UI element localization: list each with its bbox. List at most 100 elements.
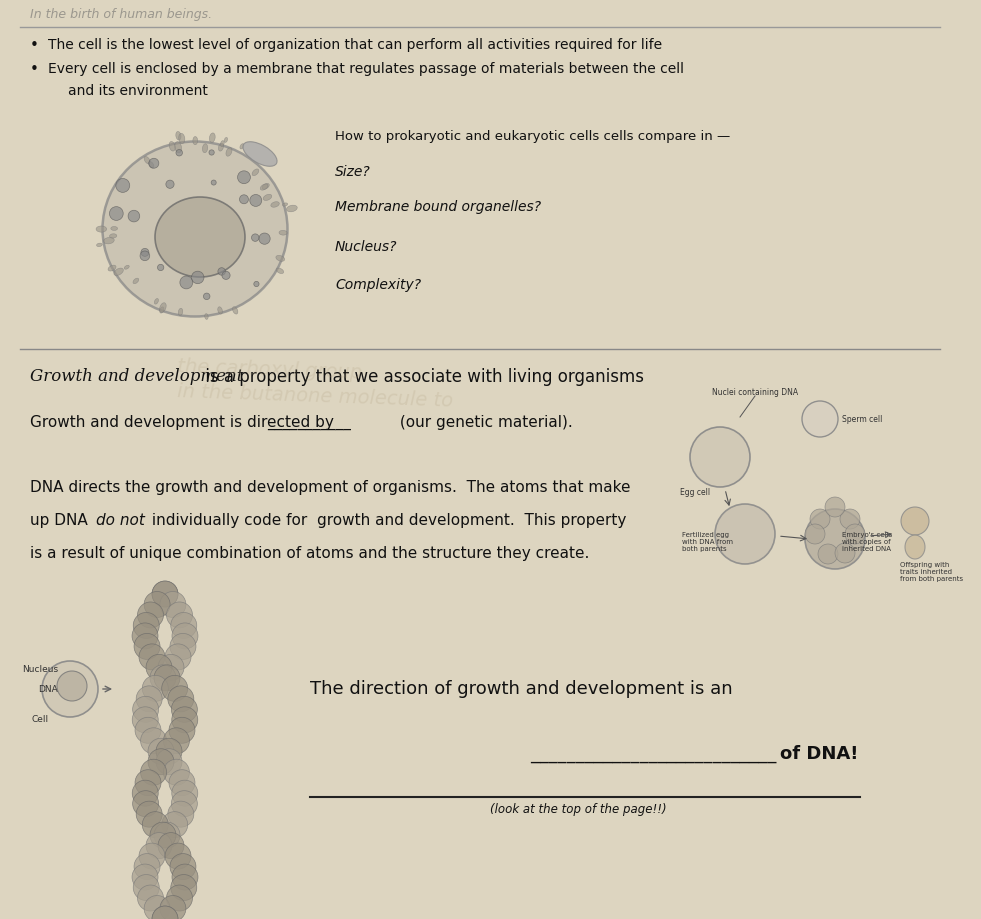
Ellipse shape (110, 234, 117, 239)
Circle shape (152, 582, 178, 607)
Text: Nucleus: Nucleus (22, 664, 58, 674)
Text: the carboxyl group: the carboxyl group (177, 357, 362, 382)
Circle shape (152, 906, 178, 919)
Circle shape (170, 854, 196, 879)
Circle shape (137, 602, 164, 629)
Text: Egg cell: Egg cell (680, 487, 710, 496)
Text: DNA: DNA (38, 685, 58, 693)
Circle shape (715, 505, 775, 564)
Ellipse shape (271, 202, 280, 208)
Ellipse shape (125, 266, 129, 270)
Circle shape (845, 525, 865, 544)
Circle shape (148, 749, 174, 775)
Ellipse shape (160, 303, 166, 313)
Ellipse shape (108, 266, 116, 272)
Circle shape (165, 644, 191, 670)
Circle shape (158, 833, 184, 858)
Circle shape (148, 739, 174, 765)
Circle shape (825, 497, 845, 517)
Text: Embryo's cells
with copies of
inherited DNA: Embryo's cells with copies of inherited … (842, 531, 893, 551)
Circle shape (690, 427, 750, 487)
Circle shape (160, 895, 185, 919)
Circle shape (810, 509, 830, 529)
Circle shape (132, 623, 158, 649)
Ellipse shape (158, 265, 164, 271)
Text: is a property that we associate with living organisms: is a property that we associate with liv… (200, 368, 644, 386)
Text: •: • (30, 38, 39, 53)
Text: ___________________________: ___________________________ (530, 744, 776, 762)
Ellipse shape (175, 142, 181, 153)
Ellipse shape (114, 268, 124, 277)
Ellipse shape (193, 137, 197, 145)
Text: In the birth of human beings.: In the birth of human beings. (30, 8, 212, 21)
Text: Growth and development: Growth and development (30, 368, 243, 384)
Ellipse shape (209, 134, 215, 143)
Circle shape (132, 791, 159, 817)
Text: Sperm cell: Sperm cell (842, 414, 882, 424)
Circle shape (132, 780, 158, 806)
Ellipse shape (225, 138, 228, 143)
Ellipse shape (96, 244, 102, 247)
Text: Nuclei containing DNA: Nuclei containing DNA (712, 388, 799, 397)
Ellipse shape (240, 144, 244, 150)
Circle shape (57, 671, 87, 701)
Text: and its environment: and its environment (68, 84, 208, 98)
Text: Fertilized egg
with DNA from
both parents: Fertilized egg with DNA from both parent… (682, 531, 733, 551)
Circle shape (802, 402, 838, 437)
Ellipse shape (286, 206, 297, 212)
Circle shape (132, 707, 158, 733)
Ellipse shape (160, 308, 164, 313)
Ellipse shape (226, 148, 232, 157)
Text: of DNA!: of DNA! (780, 744, 858, 762)
Ellipse shape (129, 211, 139, 222)
Circle shape (140, 759, 167, 786)
Ellipse shape (251, 234, 259, 242)
Ellipse shape (905, 536, 925, 560)
Ellipse shape (279, 231, 287, 236)
Ellipse shape (262, 184, 269, 190)
Text: Complexity?: Complexity? (335, 278, 421, 291)
Circle shape (170, 634, 196, 660)
Circle shape (139, 843, 165, 869)
Circle shape (162, 811, 187, 838)
Circle shape (172, 864, 198, 891)
Ellipse shape (254, 282, 259, 288)
Text: DNA directs the growth and development of organisms.  The atoms that make: DNA directs the growth and development o… (30, 480, 631, 494)
Ellipse shape (221, 142, 225, 147)
Circle shape (146, 654, 172, 681)
Text: The direction of growth and development is an: The direction of growth and development … (310, 679, 733, 698)
Circle shape (152, 906, 178, 919)
Ellipse shape (166, 181, 174, 189)
Text: is a result of unique combination of atoms and the structure they create.: is a result of unique combination of ato… (30, 545, 590, 561)
Circle shape (162, 675, 187, 701)
Ellipse shape (179, 134, 184, 144)
Circle shape (840, 509, 860, 529)
Circle shape (172, 791, 197, 817)
Ellipse shape (252, 170, 259, 176)
Ellipse shape (277, 268, 284, 274)
Circle shape (171, 875, 197, 901)
Ellipse shape (169, 142, 176, 152)
Circle shape (168, 801, 194, 827)
Circle shape (172, 697, 197, 722)
Ellipse shape (96, 227, 107, 233)
Ellipse shape (110, 208, 124, 221)
Circle shape (135, 770, 161, 796)
Circle shape (144, 592, 170, 618)
Text: in the butanone molecule to: in the butanone molecule to (177, 381, 453, 410)
Text: Every cell is enclosed by a membrane that regulates passage of materials between: Every cell is enclosed by a membrane tha… (48, 62, 684, 76)
Ellipse shape (191, 272, 204, 284)
Ellipse shape (276, 256, 284, 262)
Ellipse shape (202, 144, 208, 153)
Ellipse shape (148, 163, 154, 169)
Circle shape (142, 675, 169, 701)
Ellipse shape (237, 172, 250, 185)
Circle shape (171, 613, 197, 639)
Ellipse shape (209, 151, 214, 156)
Ellipse shape (218, 268, 226, 276)
Text: Membrane bound organelles?: Membrane bound organelles? (335, 199, 542, 214)
Circle shape (167, 885, 192, 911)
Ellipse shape (203, 294, 210, 301)
Ellipse shape (250, 195, 262, 207)
Circle shape (132, 864, 158, 891)
